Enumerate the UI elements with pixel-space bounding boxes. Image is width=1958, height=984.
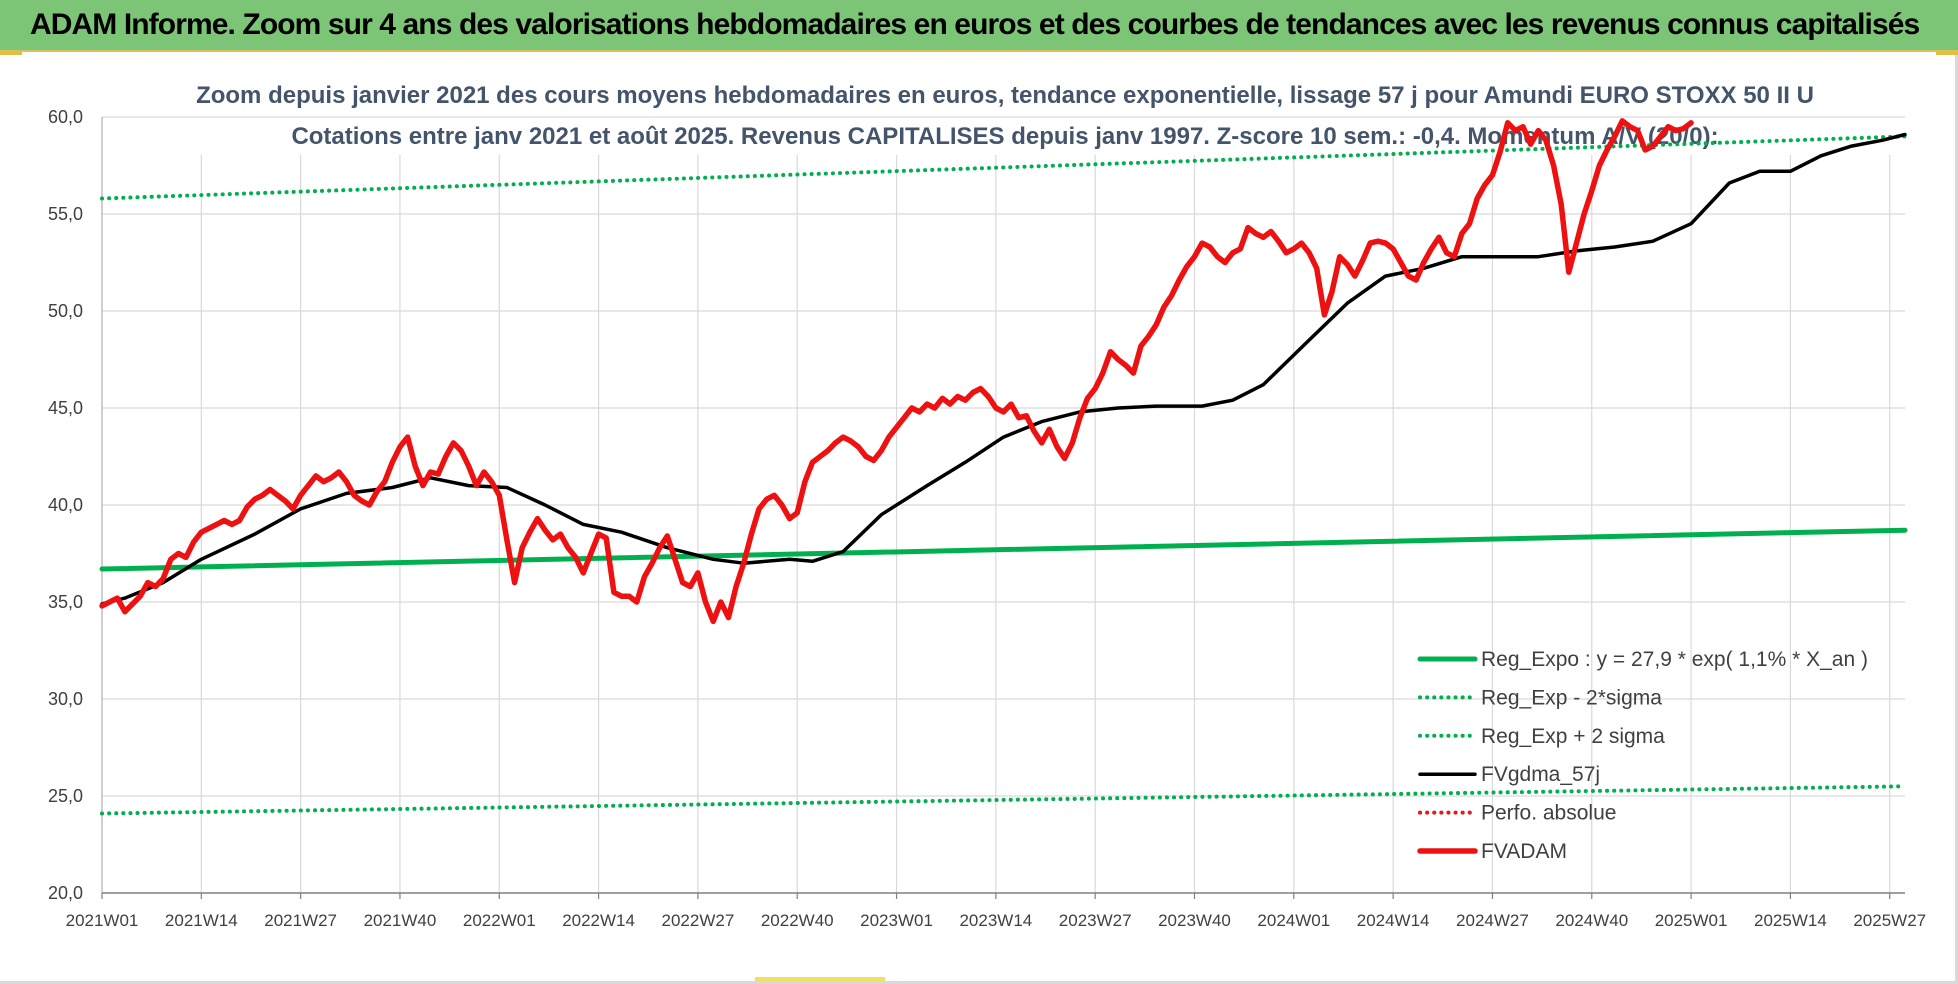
y-tick-label: 40,0 [48, 495, 83, 515]
legend-label: Reg_Expo : y = 27,9 * exp( 1,1% * X_an ) [1481, 648, 1868, 671]
y-tick-label: 60,0 [48, 107, 83, 127]
gridlines [102, 116, 1905, 893]
x-tick-label: 2024W40 [1555, 911, 1628, 930]
legend-label: Reg_Exp + 2 sigma [1481, 725, 1665, 748]
legend-label: Reg_Exp - 2*sigma [1481, 686, 1662, 709]
y-tick-label: 55,0 [48, 204, 83, 224]
x-tick-label: 2025W27 [1853, 911, 1926, 930]
y-tick-label: 45,0 [48, 398, 83, 418]
x-tick-label: 2023W27 [1059, 911, 1132, 930]
series-line-reg-exp-2-sigma [100, 784, 1907, 816]
x-tick-label: 2024W01 [1257, 911, 1330, 930]
y-tick-label: 30,0 [48, 689, 83, 709]
series-lines [99, 118, 1908, 816]
x-tick-label: 2024W14 [1357, 911, 1430, 930]
x-tick-label: 2021W27 [264, 911, 337, 930]
legend-label: FVgdma_57j [1481, 763, 1600, 786]
y-tick-label: 20,0 [48, 883, 83, 903]
series-line-fvadam [99, 118, 1694, 625]
x-tick-label: 2024W27 [1456, 911, 1529, 930]
axes: 20,0 25,0 30,0 35,0 40,0 45,0 50,0 55,0 60,0 2021… [48, 107, 1926, 930]
x-tick-label: 2021W01 [66, 911, 139, 930]
accent-line-bottom [755, 977, 885, 981]
x-tick-label: 2023W40 [1158, 911, 1231, 930]
banner-title: ADAM Informe. Zoom sur 4 ans des valoris… [30, 8, 1920, 41]
x-tick-label: 2025W14 [1754, 911, 1827, 930]
series-line-fvgdma-57j [100, 132, 1907, 606]
legend: Reg_Expo : y = 27,9 * exp( 1,1% * X_an )… [1417, 648, 1868, 863]
x-tick-label: 2022W40 [761, 911, 834, 930]
accent-line-right [1936, 52, 1958, 55]
x-tick-label: 2023W14 [959, 911, 1032, 930]
x-tick-label: 2021W14 [165, 911, 238, 930]
x-tick-label: 2021W40 [364, 911, 437, 930]
x-tick-label: 2025W01 [1655, 911, 1728, 930]
legend-label: FVADAM [1481, 840, 1567, 863]
accent-line-left [0, 52, 22, 55]
y-tick-label: 25,0 [48, 786, 83, 806]
chart-title-line-2: Cotations entre janv 2021 et août 2025. … [291, 123, 1718, 150]
title-banner: ADAM Informe. Zoom sur 4 ans des valoris… [0, 0, 1958, 52]
series-line-reg-exp-2-sigma [100, 134, 1907, 201]
y-tick-label: 35,0 [48, 592, 83, 612]
chart-title-line-1: Zoom depuis janvier 2021 des cours moyen… [196, 82, 1814, 109]
x-tick-label: 2022W27 [662, 911, 735, 930]
x-tick-label: 2023W01 [860, 911, 933, 930]
series-line-reg-expo-y-27-9-exp-1-1-x-an [99, 527, 1908, 572]
legend-label: Perfo. absolue [1481, 802, 1616, 825]
x-tick-label: 2022W01 [463, 911, 536, 930]
y-tick-label: 50,0 [48, 301, 83, 321]
x-tick-label: 2022W14 [562, 911, 635, 930]
